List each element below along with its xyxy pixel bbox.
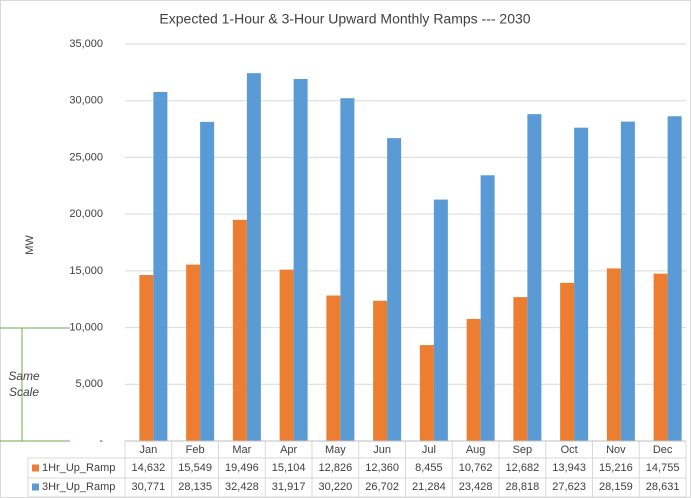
x-tick-label: Apr	[280, 444, 297, 456]
y-tick-label: 15,000	[69, 265, 103, 277]
y-tick-label: 10,000	[69, 321, 103, 333]
table-value: 31,917	[272, 481, 306, 493]
table-value: 12,682	[506, 462, 540, 474]
bar	[373, 300, 388, 441]
annotation: Same Scale	[8, 369, 40, 399]
table-value: 12,826	[319, 462, 353, 474]
bar	[433, 199, 448, 441]
bar	[480, 175, 495, 442]
bar	[466, 318, 481, 441]
table-value: 12,360	[365, 462, 399, 474]
table-value: 15,104	[272, 462, 306, 474]
bar	[574, 127, 589, 441]
y-tick-label: 20,000	[69, 208, 103, 220]
x-tick-label: Oct	[561, 444, 578, 456]
x-tick-label: Mar	[232, 444, 251, 456]
bar	[279, 269, 294, 441]
chart-title: Expected 1-Hour & 3-Hour Upward Monthly …	[159, 11, 530, 27]
y-tick-label: 35,000	[69, 38, 103, 50]
y-tick-label: -	[99, 435, 103, 447]
bar	[527, 114, 542, 441]
x-tick-label: May	[325, 444, 346, 456]
legend-label: 1Hr_Up_Ramp	[42, 462, 115, 474]
table-value: 15,549	[178, 462, 212, 474]
table-value: 19,496	[225, 462, 259, 474]
table-value: 28,818	[506, 481, 540, 493]
x-tick-label: Dec	[653, 444, 673, 456]
y-axis-title: MW	[24, 235, 36, 255]
x-tick-label: Sep	[513, 444, 533, 456]
table-value: 28,135	[178, 481, 212, 493]
table-value: 30,771	[132, 481, 166, 493]
bracket	[0, 327, 70, 442]
bar	[186, 264, 201, 441]
bar	[387, 138, 402, 441]
x-tick-label: Feb	[186, 444, 205, 456]
bar	[606, 268, 621, 441]
bar	[153, 91, 168, 442]
table-value: 26,702	[365, 481, 399, 493]
table-value: 30,220	[319, 481, 353, 493]
bar	[667, 116, 682, 441]
x-tick-label: Jul	[422, 444, 436, 456]
x-tick-label: Jun	[373, 444, 391, 456]
bar	[340, 98, 355, 441]
bar	[232, 219, 247, 441]
bar	[293, 78, 308, 441]
table-value: 23,428	[459, 481, 493, 493]
bar	[653, 273, 668, 441]
legend-label: 3Hr_Up_Ramp	[42, 481, 115, 493]
table-value: 8,455	[415, 462, 443, 474]
bar	[139, 275, 154, 441]
x-tick-label: Jan	[140, 444, 158, 456]
legend-swatch	[32, 483, 39, 491]
bar	[560, 282, 575, 441]
x-tick-label: Aug	[466, 444, 486, 456]
table-value: 10,762	[459, 462, 493, 474]
bar	[200, 121, 215, 441]
y-tick-label: 30,000	[69, 95, 103, 107]
y-tick-label: 25,000	[69, 151, 103, 163]
y-tick-label: 5,000	[75, 378, 103, 390]
bar	[513, 297, 528, 441]
table-value: 28,159	[599, 481, 633, 493]
legend-swatch	[32, 464, 39, 472]
x-tick-label: Nov	[606, 444, 626, 456]
bar	[326, 295, 341, 441]
table-value: 15,216	[599, 462, 633, 474]
bar	[419, 345, 434, 441]
table-value: 32,428	[225, 481, 259, 493]
bar	[246, 73, 261, 441]
bar	[620, 121, 635, 441]
table-value: 14,632	[132, 462, 166, 474]
table-value: 21,284	[412, 481, 446, 493]
table-value: 27,623	[552, 481, 586, 493]
table-value: 13,943	[552, 462, 586, 474]
table-value: 14,755	[646, 462, 680, 474]
table-value: 28,631	[646, 481, 680, 493]
